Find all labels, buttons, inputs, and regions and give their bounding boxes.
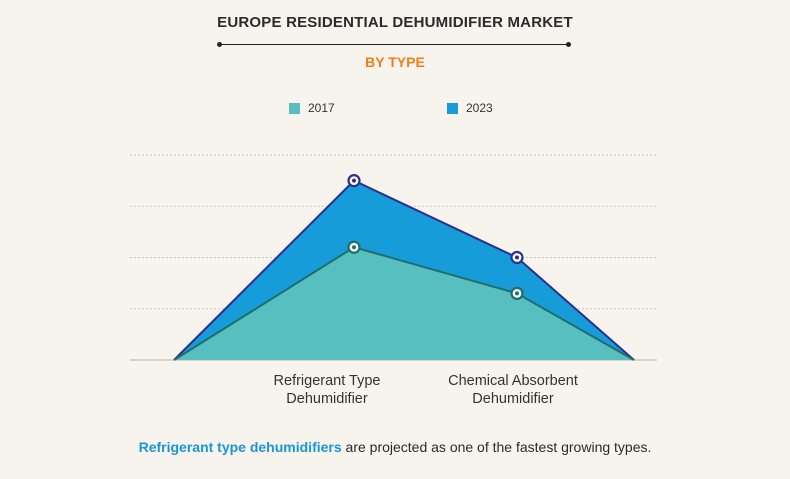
line-series-2023 — [173, 179, 635, 361]
legend-label-2017: 2017 — [308, 101, 335, 115]
chart-title: EUROPE RESIDENTIAL DEHUMIDIFIER MARKET — [217, 14, 573, 31]
underline-dot-left — [217, 42, 222, 47]
category-label-refrigerant: Refrigerant Type Dehumidifier — [227, 372, 427, 408]
title-underline — [217, 42, 571, 47]
footnote-text: are projected as one of the fastest grow… — [341, 439, 652, 455]
legend-swatch-2017 — [289, 102, 300, 114]
legend-swatch-2023 — [447, 102, 458, 114]
line-series-2017 — [173, 246, 635, 361]
chart-subtitle: BY TYPE — [365, 54, 425, 70]
category-label-line: Dehumidifier — [286, 391, 368, 407]
category-label-line: Dehumidifier — [472, 391, 554, 407]
footnote-highlight: Refrigerant type dehumidifiers — [138, 439, 342, 455]
data-point-center-2023 — [352, 178, 356, 183]
footnote: Refrigerant type dehumidifiers are proje… — [0, 439, 790, 455]
area-series-2017 — [174, 247, 634, 360]
category-label-line: Refrigerant Type — [273, 373, 381, 389]
data-point-center-2017 — [515, 291, 519, 296]
legend-label-2023: 2023 — [466, 101, 493, 115]
underline-dot-right — [566, 42, 571, 47]
legend-item-2017: 2017 — [289, 101, 335, 115]
legend-item-2023: 2023 — [447, 101, 493, 115]
category-label-line: Chemical Absorbent — [448, 373, 578, 389]
data-point-center-2023 — [515, 255, 519, 260]
data-point-center-2017 — [352, 245, 356, 250]
category-label-chemical: Chemical Absorbent Dehumidifier — [413, 372, 613, 408]
